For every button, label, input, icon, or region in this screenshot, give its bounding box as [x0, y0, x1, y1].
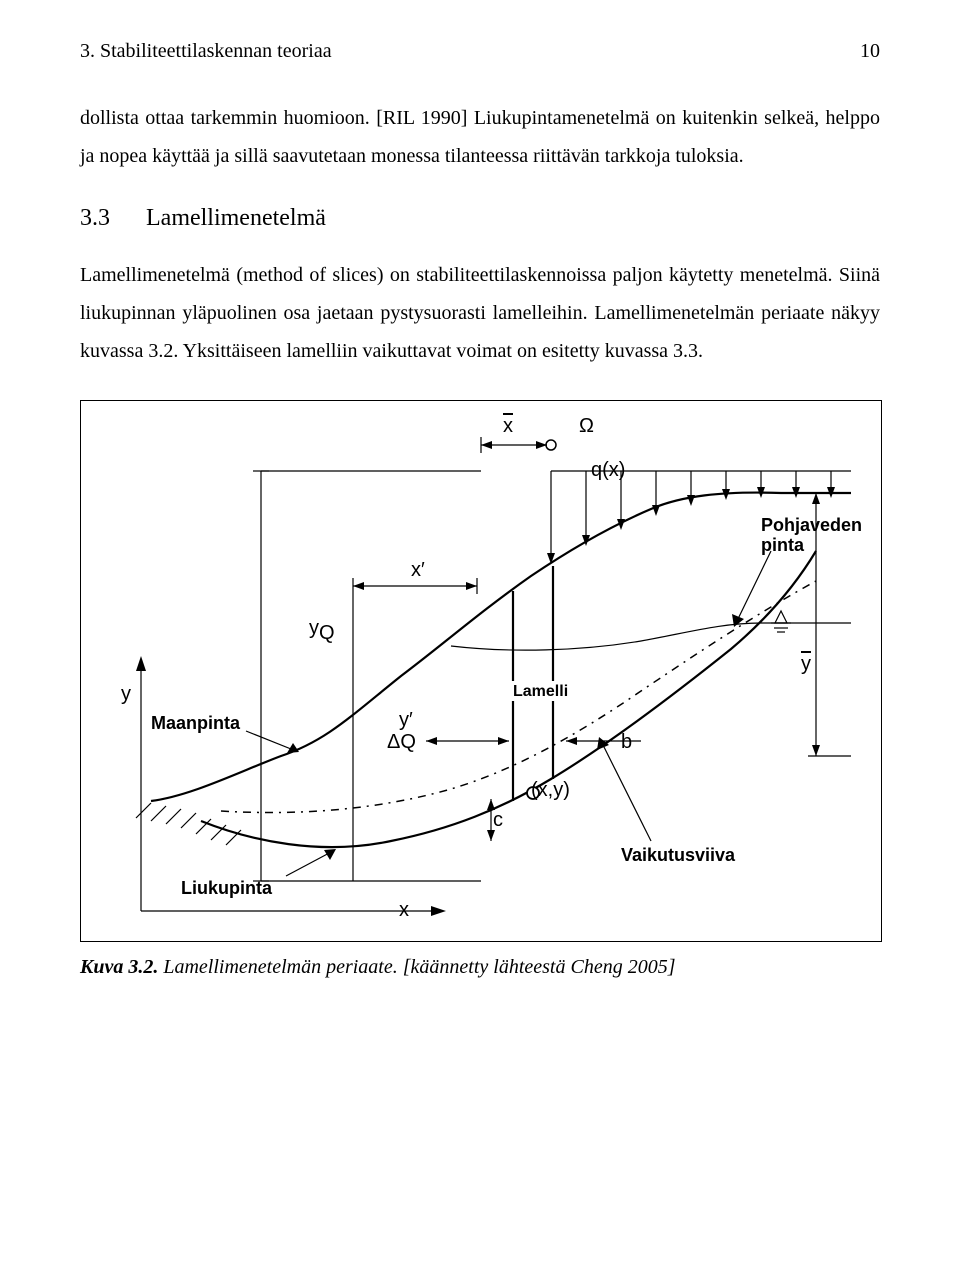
- axis-y: [136, 656, 146, 911]
- label-c: c: [493, 809, 503, 832]
- section-title: 3. Stabiliteettilaskennan teoriaa: [80, 40, 332, 63]
- dim-dQ: [426, 737, 509, 745]
- label-omega: Ω: [579, 415, 594, 438]
- text-pohjaveden: Pohjaveden: [761, 515, 862, 535]
- label-y-prime: y′: [399, 709, 413, 732]
- text-vaikutusviiva: Vaikutusviiva: [621, 845, 736, 865]
- bracket-left: [253, 471, 481, 881]
- label-x-bar: x: [503, 415, 513, 438]
- paragraph-1: dollista ottaa tarkemmin huomioon. [RIL …: [80, 99, 880, 175]
- text-pinta: pinta: [761, 535, 805, 555]
- caption-fig-num: Kuva 3.2.: [80, 956, 158, 978]
- toe-hatching: [136, 803, 241, 845]
- dim-x-bar: [481, 437, 547, 453]
- figure-3-2: x Ω q(x) x′ yQ y y y′ ΔQ b (x,y) c x: [80, 400, 882, 942]
- leader-maanpinta: [246, 731, 299, 753]
- label-x-prime: x′: [411, 559, 425, 582]
- label-b: b: [621, 731, 632, 754]
- leader-liukupinta: [286, 849, 336, 876]
- page-number: 10: [860, 40, 880, 63]
- label-yQ: yQ: [309, 617, 335, 645]
- subheading-number: 3.3: [80, 205, 110, 232]
- label-dQ: ΔQ: [387, 731, 416, 754]
- text-liukupinta: Liukupinta: [181, 878, 273, 898]
- label-y-bar: y: [801, 653, 811, 676]
- point-omega: [546, 440, 556, 450]
- text-lamelli: Lamelli: [513, 683, 568, 700]
- groundwater-line: [451, 623, 851, 650]
- running-header: 3. Stabiliteettilaskennan teoriaa 10: [80, 40, 880, 63]
- slip-surface: [201, 551, 816, 847]
- label-q-of-x: q(x): [591, 459, 625, 482]
- label-x-axis: x: [399, 899, 409, 922]
- caption-text: Lamellimenetelmän periaate. [käännetty l…: [158, 956, 675, 978]
- subheading-title: Lamellimenetelmä: [146, 205, 326, 232]
- label-y-axis: y: [121, 683, 131, 706]
- page: 3. Stabiliteettilaskennan teoriaa 10 dol…: [0, 0, 960, 1261]
- ground-surface: [151, 493, 851, 801]
- figure-caption: Kuva 3.2. Lamellimenetelmän periaate. [k…: [80, 956, 880, 979]
- subheading: 3.3 Lamellimenetelmä: [80, 205, 880, 232]
- gw-marker: [771, 611, 791, 632]
- paragraph-2: Lamellimenetelmä (method of slices) on s…: [80, 256, 880, 370]
- label-xy: (x,y): [531, 779, 570, 802]
- text-maanpinta: Maanpinta: [151, 713, 241, 733]
- figure-svg: Maanpinta Liukupinta Lamelli Vaikutusvii…: [81, 401, 881, 941]
